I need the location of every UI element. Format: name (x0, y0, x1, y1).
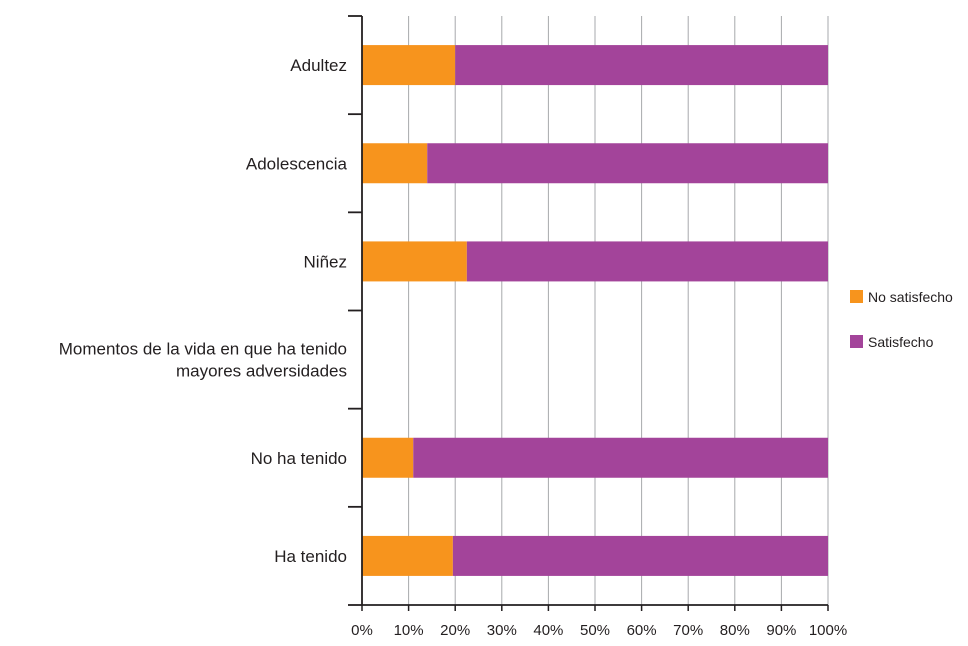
x-tick-label: 60% (627, 622, 657, 639)
x-tick-label: 10% (394, 622, 424, 639)
bar-layer (362, 45, 828, 576)
legend-swatch (850, 335, 863, 348)
bar-segment (362, 241, 467, 282)
legend: No satisfecho Satisfecho (850, 289, 953, 350)
category-label-line: Adolescencia (246, 154, 348, 173)
category-label: Niñez (304, 252, 347, 271)
x-tick-label: 80% (720, 622, 750, 639)
x-tick-label: 40% (533, 622, 563, 639)
category-label-line: Momentos de la vida en que ha tenido (59, 340, 347, 359)
category-label-line: Adultez (290, 56, 347, 75)
category-label: Momentos de la vida en que ha tenido mayo… (59, 340, 347, 381)
bar-segment (362, 535, 453, 576)
category-label: No ha tenido (251, 449, 347, 468)
category-label-line: No ha tenido (251, 449, 347, 468)
axis-layer (348, 15, 829, 611)
category-label-line: Ha tenido (274, 547, 347, 566)
legend-swatch (850, 290, 863, 303)
x-tick-label: 100% (809, 622, 847, 639)
x-tick-label: 90% (766, 622, 796, 639)
bar-segment (455, 45, 828, 86)
x-tick-label: 30% (487, 622, 517, 639)
category-label-line: Niñez (304, 252, 347, 271)
x-tick-label: 70% (673, 622, 703, 639)
label-layer: 0% 10% 20% 30% 40% 50% 60% 70% 80% 90% 100% Adultez… (59, 56, 847, 639)
bar-segment (362, 45, 456, 86)
bar-segment (362, 437, 414, 478)
category-label-line: mayores adversidades (176, 362, 347, 381)
bar-segment (413, 437, 828, 478)
x-tick-label: 0% (351, 622, 373, 639)
bar-segment (362, 143, 428, 184)
legend-label: No satisfecho (868, 289, 953, 305)
x-tick-label: 50% (580, 622, 610, 639)
category-label: Adolescencia (246, 154, 348, 173)
bar-segment (466, 241, 828, 282)
bar-segment (452, 535, 828, 576)
category-label: Adultez (290, 56, 347, 75)
grid-layer (408, 16, 829, 605)
x-tick-label: 20% (440, 622, 470, 639)
category-label: Ha tenido (274, 547, 347, 566)
bar-segment (427, 143, 828, 184)
legend-label: Satisfecho (868, 334, 934, 350)
